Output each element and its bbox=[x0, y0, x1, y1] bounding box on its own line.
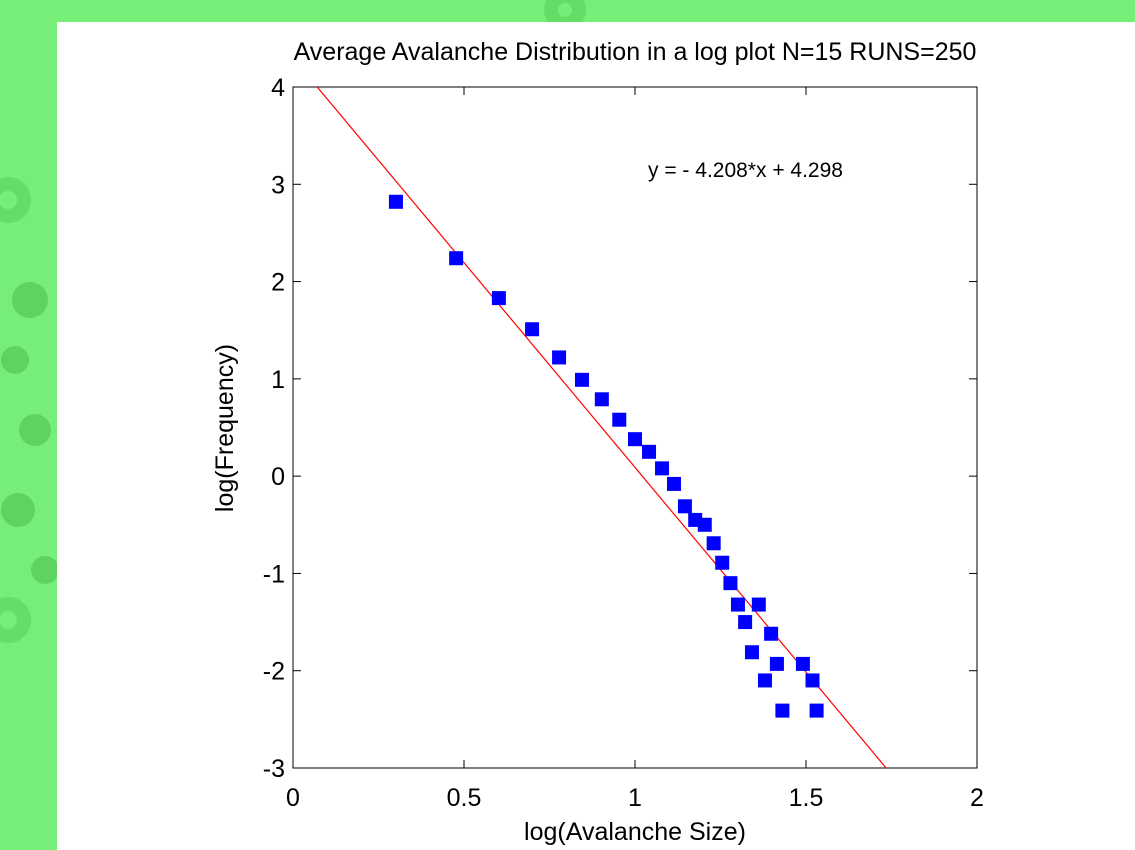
point bbox=[552, 350, 567, 365]
point bbox=[574, 372, 589, 387]
point bbox=[525, 322, 540, 337]
point bbox=[764, 626, 779, 641]
y-tick-label: 3 bbox=[271, 171, 285, 199]
decoration-dots bbox=[1, 282, 59, 584]
y-axis-label: log(Frequency) bbox=[211, 344, 239, 512]
point bbox=[730, 597, 745, 612]
point bbox=[388, 194, 403, 209]
y-tick-label: -1 bbox=[263, 560, 285, 588]
point bbox=[628, 432, 642, 447]
x-tick-label: 1.5 bbox=[789, 784, 824, 812]
point bbox=[666, 476, 681, 491]
chart-title: Average Avalanche Distribution in a log … bbox=[294, 38, 977, 66]
point bbox=[751, 597, 766, 612]
point bbox=[757, 673, 772, 688]
plot-frame bbox=[292, 86, 978, 769]
point bbox=[677, 499, 692, 514]
point bbox=[594, 392, 609, 407]
point bbox=[706, 536, 721, 551]
point bbox=[642, 444, 657, 459]
point bbox=[491, 291, 506, 306]
point bbox=[715, 555, 730, 570]
fit-line bbox=[316, 87, 887, 768]
point bbox=[769, 656, 784, 671]
point bbox=[809, 703, 824, 718]
point bbox=[449, 251, 464, 266]
point bbox=[805, 673, 820, 688]
x-tick-label: 0 bbox=[286, 784, 300, 812]
point bbox=[775, 703, 790, 718]
point bbox=[738, 615, 753, 630]
x-tick-label: 2 bbox=[970, 784, 984, 812]
fit-annotation: y = - 4.208*x + 4.298 bbox=[648, 159, 843, 182]
point bbox=[697, 517, 712, 532]
y-tick-label: 4 bbox=[271, 74, 285, 102]
point bbox=[795, 656, 810, 671]
y-tick-label: 0 bbox=[271, 463, 285, 491]
figure-panel bbox=[57, 22, 1135, 850]
point bbox=[744, 645, 759, 660]
y-tick-label: 1 bbox=[271, 366, 285, 394]
x-axis-label: log(Avalanche Size) bbox=[524, 818, 746, 846]
x-tick-label: 0.5 bbox=[447, 784, 482, 812]
point bbox=[655, 461, 670, 476]
y-tick-label: -3 bbox=[263, 755, 285, 783]
point bbox=[612, 412, 627, 427]
y-tick-label: 2 bbox=[271, 269, 285, 297]
point bbox=[723, 576, 738, 591]
y-tick-label: -2 bbox=[263, 658, 285, 686]
x-tick-label: 1 bbox=[628, 784, 642, 812]
